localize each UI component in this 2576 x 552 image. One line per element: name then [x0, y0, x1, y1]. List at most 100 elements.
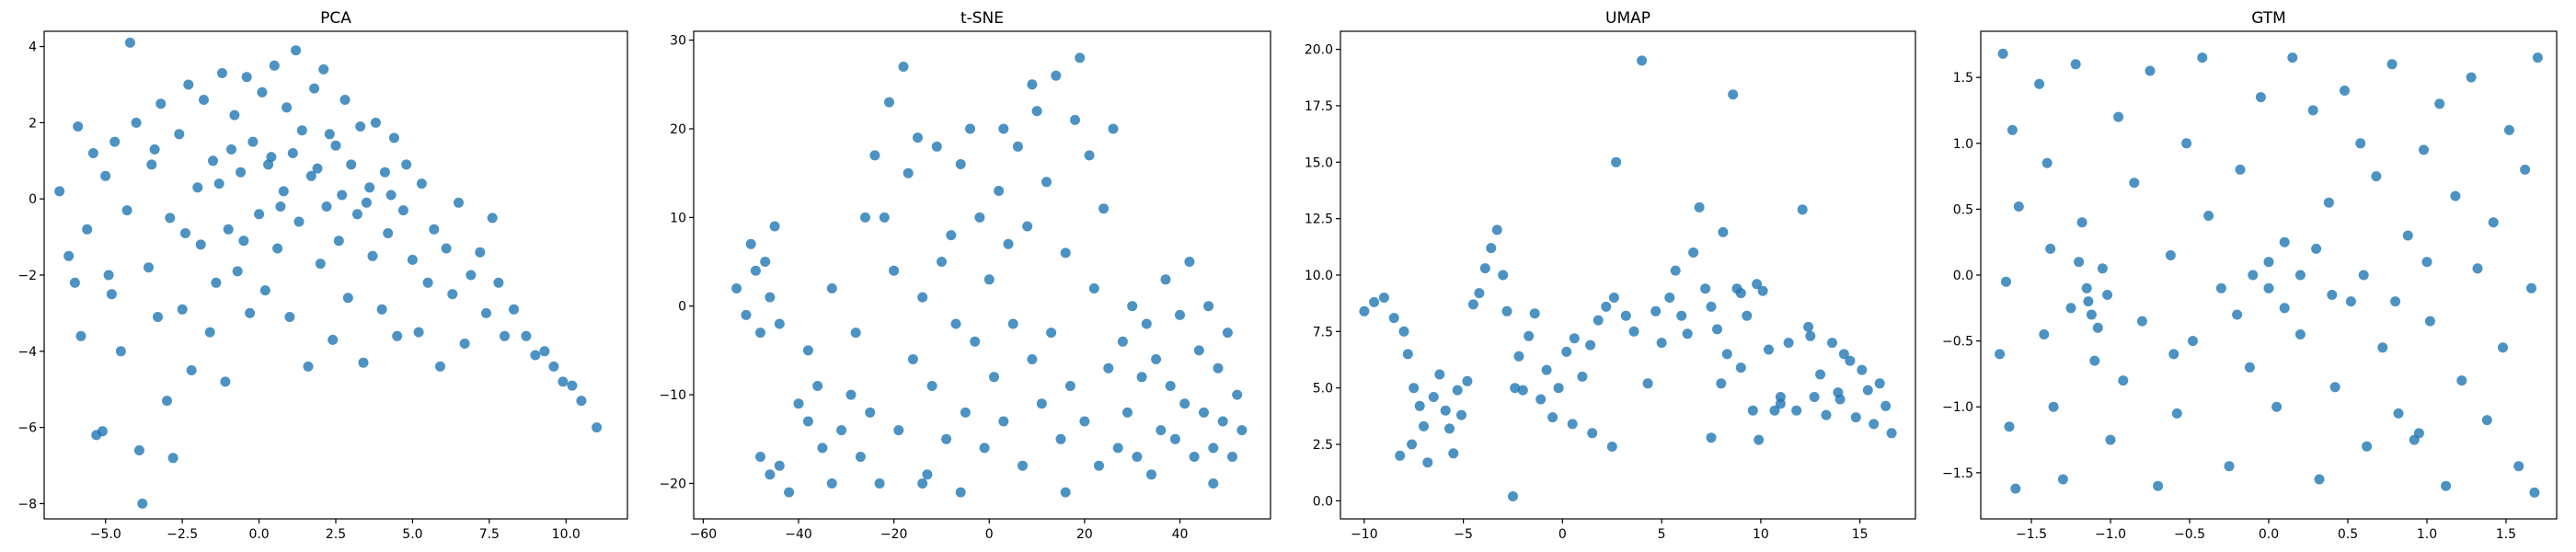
scatter-point	[475, 247, 486, 258]
scatter-point	[481, 307, 491, 318]
scatter-point	[2466, 72, 2477, 83]
x-tick-label: 0	[1558, 527, 1567, 542]
scatter-point	[784, 487, 795, 498]
scatter-point	[339, 95, 351, 105]
scatter-point	[926, 381, 937, 391]
scatter-point	[994, 186, 1005, 196]
scatter-point	[2472, 263, 2483, 274]
scatter-point	[802, 345, 813, 356]
scatter-point	[1718, 226, 1729, 237]
y-tick-label: 15.0	[1305, 155, 1333, 170]
scatter-point	[2203, 211, 2214, 221]
scatter-point	[913, 132, 923, 144]
scatter-point	[204, 327, 215, 338]
scatter-point	[303, 361, 314, 372]
scatter-point	[1434, 369, 1445, 380]
scatter-point	[960, 407, 971, 418]
scatter-point	[346, 159, 357, 170]
scatter-point	[1869, 419, 1880, 430]
scatter-point	[441, 243, 452, 254]
scatter-point	[1094, 460, 1104, 471]
scatter-point	[1529, 308, 1540, 319]
scatter-point	[898, 62, 909, 72]
scatter-point	[1805, 330, 1816, 341]
scatter-point	[351, 209, 362, 220]
scatter-point	[1845, 355, 1856, 366]
x-tick-label: −1.5	[2016, 527, 2047, 542]
chart-panel-3: UMAP −10 −5 0 5 10 15 0.0 2.5 5.0 7.5 10.0 12.5 15.0 1…	[1305, 9, 1916, 542]
x-tick-label: 0.0	[248, 527, 269, 542]
y-tick-label: 0.0	[1313, 494, 1333, 509]
scatter-point	[2526, 282, 2536, 293]
scatter-point	[765, 469, 776, 480]
scatter-point	[87, 148, 98, 158]
y-tick-label: 12.5	[1305, 213, 1333, 227]
scatter-point	[2263, 257, 2274, 268]
scatter-point	[1742, 310, 1753, 321]
scatter-point	[1136, 372, 1147, 383]
y-tick-label: −2	[17, 269, 37, 283]
scatter-point	[2081, 282, 2092, 293]
scatter-point	[2424, 316, 2435, 327]
scatter-point	[1027, 79, 1038, 90]
scatter-point	[2145, 65, 2156, 76]
scatter-point	[2057, 474, 2068, 485]
scatter-point	[1369, 296, 1380, 307]
scatter-point	[247, 136, 259, 147]
scatter-point	[2314, 474, 2325, 485]
scatter-point	[137, 498, 148, 509]
scatter-point	[321, 201, 332, 212]
y-tick-label: 0	[678, 300, 686, 315]
scatter-point	[284, 312, 295, 322]
scatter-point	[1112, 443, 1123, 454]
x-tick-label: −10	[1351, 527, 1378, 542]
scatter-point	[1880, 400, 1892, 411]
scatter-point	[567, 380, 578, 391]
scatter-point	[941, 433, 952, 444]
scatter-point	[2045, 243, 2056, 254]
scatter-point	[103, 270, 114, 281]
scatter-point	[226, 144, 236, 155]
scatter-point	[1775, 392, 1786, 402]
scatter-point	[769, 221, 780, 232]
scatter-point	[1728, 89, 1739, 100]
scatter-point	[447, 289, 458, 300]
scatter-point	[155, 98, 167, 109]
scatter-point	[115, 346, 126, 357]
scatter-point	[2129, 178, 2140, 189]
scatter-point	[379, 167, 390, 178]
scatter-point	[2450, 190, 2461, 201]
scatter-point	[2074, 257, 2085, 268]
scatter-series	[1359, 55, 1897, 501]
scatter-point	[2244, 362, 2255, 373]
scatter-point	[342, 293, 353, 304]
scatter-point	[376, 304, 387, 315]
scatter-point	[576, 396, 587, 407]
scatter-point	[1821, 409, 1832, 420]
scatter-point	[238, 236, 249, 247]
scatter-point	[1222, 328, 1233, 339]
scatter-point	[217, 68, 227, 78]
scatter-point	[1585, 339, 1596, 351]
scatter-point	[1479, 263, 1490, 274]
y-tick-label: −0.5	[1942, 335, 1973, 350]
scatter-point	[2390, 296, 2401, 307]
x-tick-label: 1.5	[2496, 527, 2516, 542]
scatter-point	[750, 265, 761, 276]
scatter-point	[364, 182, 375, 193]
scatter-point	[1213, 362, 1224, 374]
scatter-point	[1022, 221, 1033, 232]
scatter-point	[2393, 408, 2404, 419]
scatter-point	[774, 460, 785, 471]
scatter-point	[2498, 342, 2508, 353]
scatter-point	[1735, 362, 1746, 374]
scatter-point	[1995, 349, 2006, 360]
scatter-point	[2327, 290, 2338, 300]
scatter-point	[1608, 293, 1619, 303]
x-tick-label: −5.0	[90, 527, 121, 542]
x-tick-label: 0	[985, 527, 994, 542]
scatter-point	[1055, 433, 1066, 444]
scatter-point	[1754, 434, 1765, 445]
x-tick-label: −60	[690, 527, 718, 542]
scatter-point	[1670, 265, 1681, 276]
